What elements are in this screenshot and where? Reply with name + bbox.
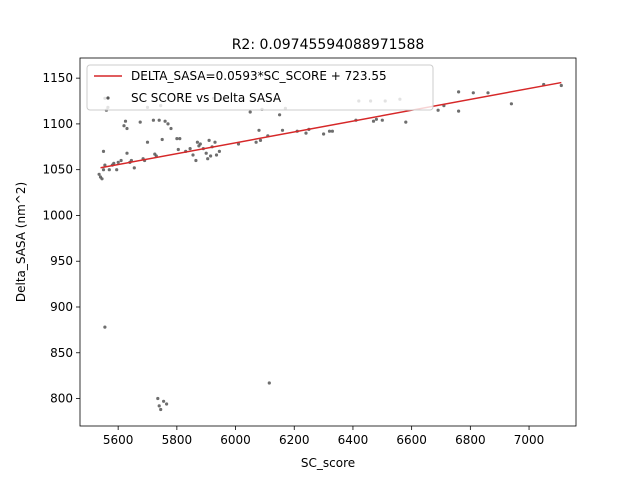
y-tick-label: 950 [50,254,73,268]
scatter-point [204,151,208,155]
scatter-point [248,110,252,114]
scatter-point [509,102,513,106]
legend: DELTA_SASA=0.0593*SC_SCORE + 723.55 SC SC… [86,64,434,111]
y-tick-label: 1000 [42,208,73,222]
scatter-point [207,138,211,142]
x-tick-label: 6800 [455,433,486,447]
scatter-point [188,147,192,151]
x-tick-label: 5600 [103,433,134,447]
scatter-point [374,117,378,121]
scatter-point [471,91,475,95]
scatter-point [175,137,179,141]
scatter-point [101,168,106,172]
fit-line [100,81,562,169]
scatter-point [162,399,166,403]
scatter-point [559,83,563,88]
legend-point-swatch [106,96,110,100]
scatter-point [217,149,221,153]
scatter-point [157,404,161,408]
scatter-point [176,147,180,152]
x-tick-label: 6400 [338,433,369,447]
scatter-point [330,129,334,133]
y-tick-label: 800 [50,392,73,406]
x-tick-label: 5800 [162,433,193,447]
scatter-point [163,119,167,123]
scatter-point [457,109,461,113]
scatter-point [97,172,101,176]
y-tick-label: 1150 [42,71,73,85]
scatter-point [132,166,136,170]
scatter-point [151,118,155,122]
y-tick-label: 1050 [42,163,73,177]
scatter-point [100,177,104,181]
scatter-point [327,129,332,133]
scatter-point [112,161,116,165]
scatter-point [138,120,142,124]
scatter-point [101,149,106,153]
scatter-point [165,402,169,406]
scatter-point [156,396,160,401]
scatter-point [267,381,271,385]
scatter-point [304,131,308,135]
scatter-point [209,154,213,158]
x-tick-label: 6200 [279,433,310,447]
scatter-point [198,142,202,146]
scatter-point [119,158,123,163]
scatter-point [280,128,285,132]
scatter-point [159,407,163,412]
scatter-point [436,108,440,112]
scatter-point [145,140,150,144]
legend-box [86,64,434,111]
scatter-point [486,91,490,95]
y-tick-label: 850 [50,346,73,360]
scatter-point [103,325,107,329]
scatter-point [122,124,126,128]
x-tick-label: 6000 [220,433,251,447]
scatter-point [116,160,120,164]
scatter-point [157,118,161,122]
y-axis-label: Delta_SASA (nm^2) [14,182,28,302]
scatter-point [178,137,182,141]
scatter-point [214,153,219,157]
scatter-point [254,140,258,144]
scatter-point [380,118,384,122]
scatter-point [125,151,129,155]
scatter-point [195,140,199,144]
scatter-point [371,119,376,123]
scatter-point [257,128,261,132]
scatter-point [213,140,217,144]
y-tick-label: 1100 [42,117,73,131]
scatter-point [107,168,111,172]
x-tick-label: 7000 [514,433,545,447]
scatter-point [160,137,164,142]
legend-label-points: SC SCORE vs Delta SASA [131,91,282,105]
scatter-point [457,90,461,94]
axes-frame [79,57,577,427]
scatter-point [125,126,129,131]
scatter-point [278,113,282,117]
scatter-point [169,126,173,131]
legend-label-fit: DELTA_SASA=0.0593*SC_SCORE + 723.55 [131,69,387,83]
scatter-point [322,132,326,136]
y-axis-ticks: 800 850 900 950 1000 1050 1100 1150 [42,71,80,406]
scatter-point [191,153,195,157]
scatter-point [115,168,119,172]
y-tick-label: 900 [50,300,73,314]
scatter-point [404,120,408,124]
scatter-point [258,138,263,142]
scatter-point [166,122,170,126]
x-axis-ticks: 5600 5800 6000 6200 6400 6600 6800 7000 [103,426,544,447]
scatter-point [123,119,128,123]
scatter-point [103,163,107,167]
chart-title: R2: 0.09745594088971588 [232,37,425,53]
scatter-point [194,158,198,163]
x-tick-label: 6600 [396,433,427,447]
scatter-point [236,142,241,146]
x-axis-label: SC_score [301,456,355,470]
scatter-point [206,157,210,161]
